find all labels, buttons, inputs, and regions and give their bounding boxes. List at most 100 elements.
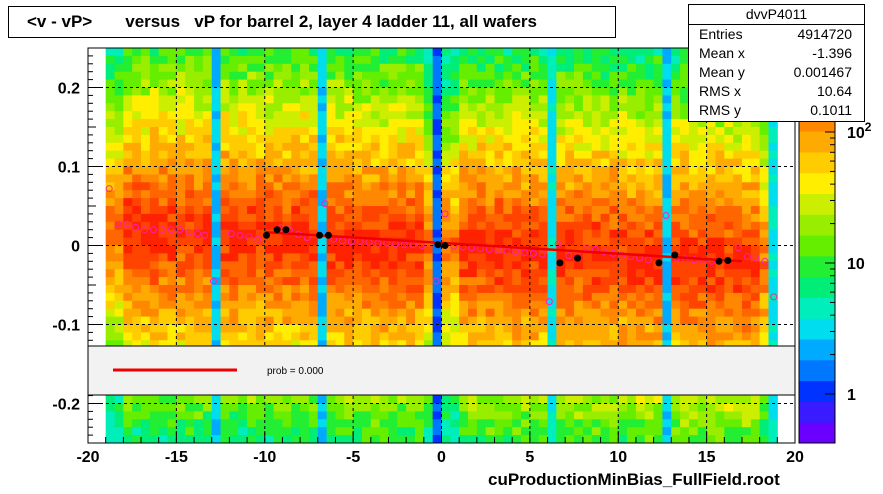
- heatmap-cell: [733, 229, 743, 239]
- profile-point: [105, 185, 113, 193]
- heatmap-cell: [141, 395, 151, 404]
- heatmap-cell: [503, 237, 513, 246]
- heatmap-cell: [503, 253, 513, 262]
- heatmap-cell: [291, 174, 301, 183]
- heatmap-cell: [158, 403, 169, 412]
- heatmap-cell: [671, 158, 681, 167]
- heatmap-cell: [521, 324, 531, 333]
- heatmap-cell: [141, 261, 151, 270]
- heatmap-cell: [247, 206, 257, 215]
- heatmap-cell: [688, 142, 699, 152]
- heatmap-cell: [644, 79, 655, 88]
- heatmap-cell: [556, 103, 566, 112]
- heatmap-cell: [255, 119, 266, 128]
- heatmap-cell: [662, 79, 672, 88]
- heatmap-cell: [494, 324, 504, 333]
- heatmap-cell: [220, 324, 230, 333]
- heatmap-cell: [202, 119, 213, 128]
- heatmap-cell: [582, 395, 593, 404]
- heatmap-cell: [264, 71, 275, 81]
- x-tick-label: 10: [609, 449, 627, 466]
- heatmap-cell: [185, 427, 195, 436]
- heatmap-cell: [697, 142, 708, 152]
- heatmap-cell: [379, 134, 389, 144]
- heatmap-cell: [600, 142, 610, 152]
- heatmap-cell: [388, 134, 398, 144]
- heatmap-cell: [397, 269, 407, 278]
- heatmap-cell: [459, 111, 469, 120]
- heatmap-cell: [635, 419, 646, 428]
- heatmap-cell: [149, 403, 160, 412]
- profile-point: [529, 249, 537, 257]
- heatmap-cell: [459, 71, 469, 81]
- heatmap-cell: [423, 55, 434, 65]
- profile-point: [538, 250, 546, 258]
- heatmap-cell: [123, 111, 133, 120]
- heatmap-cell: [494, 316, 504, 325]
- heatmap-cell: [335, 435, 345, 444]
- heatmap-cell: [529, 182, 540, 191]
- heatmap-cell: [556, 119, 566, 128]
- heatmap-cell: [370, 285, 381, 294]
- heatmap-cell: [114, 174, 124, 183]
- heatmap-cell: [574, 71, 584, 81]
- heatmap-cell: [547, 427, 557, 436]
- heatmap-cell: [759, 332, 769, 341]
- heatmap-cell: [582, 55, 593, 65]
- heatmap-cell: [653, 300, 663, 310]
- heatmap-cell: [282, 190, 292, 199]
- heatmap-cell: [105, 403, 116, 412]
- heatmap-cell: [238, 142, 248, 152]
- heatmap-cell: [406, 166, 416, 175]
- heatmap-cell: [503, 127, 513, 136]
- heatmap-cell: [353, 253, 363, 262]
- heatmap-cell: [432, 395, 442, 404]
- heatmap-cell: [680, 221, 690, 231]
- heatmap-cell: [370, 340, 381, 349]
- heatmap-cell: [247, 427, 257, 436]
- heatmap-cell: [547, 166, 557, 175]
- heatmap-cell: [644, 395, 655, 404]
- heatmap-cell: [202, 95, 213, 104]
- heatmap-cell: [194, 63, 204, 73]
- heatmap-cell: [344, 71, 354, 81]
- heatmap-cell: [538, 158, 549, 167]
- heatmap-cell: [317, 395, 328, 404]
- heatmap-cell: [255, 63, 266, 73]
- heatmap-cell: [149, 158, 160, 167]
- heatmap-cell: [450, 269, 460, 278]
- heatmap-cell: [459, 395, 469, 404]
- heatmap-cell: [132, 316, 142, 325]
- heatmap-cell: [441, 253, 451, 262]
- heatmap-cell: [768, 403, 778, 412]
- heatmap-cell: [414, 261, 425, 270]
- heatmap-cell: [247, 103, 257, 112]
- heatmap-cell: [211, 182, 222, 191]
- heatmap-cell: [450, 213, 460, 223]
- heatmap-cell: [485, 182, 496, 191]
- heatmap-cell: [680, 79, 690, 88]
- heatmap-cell: [202, 71, 213, 81]
- heatmap-cell: [123, 332, 133, 341]
- heatmap-cell: [635, 229, 646, 239]
- heatmap-cell: [485, 127, 496, 136]
- heatmap-cell: [627, 158, 637, 167]
- heatmap-cell: [238, 395, 248, 404]
- heatmap-cell: [255, 134, 266, 144]
- heatmap-cell: [680, 103, 690, 112]
- heatmap-cell: [671, 411, 681, 420]
- heatmap-cell: [229, 174, 239, 183]
- heatmap-cell: [706, 277, 716, 286]
- heatmap-cell: [388, 158, 398, 167]
- heatmap-cell: [503, 55, 513, 65]
- heatmap-cell: [627, 87, 637, 96]
- heatmap-cell: [503, 411, 513, 420]
- color-scale-segment: [799, 214, 835, 236]
- heatmap-cell: [238, 71, 248, 81]
- heatmap-cell: [715, 150, 725, 160]
- heatmap-cell: [503, 308, 513, 318]
- profile-point: [209, 277, 217, 285]
- heatmap-cell: [547, 111, 557, 120]
- heatmap-cell: [379, 150, 389, 160]
- heatmap-cell: [158, 237, 169, 246]
